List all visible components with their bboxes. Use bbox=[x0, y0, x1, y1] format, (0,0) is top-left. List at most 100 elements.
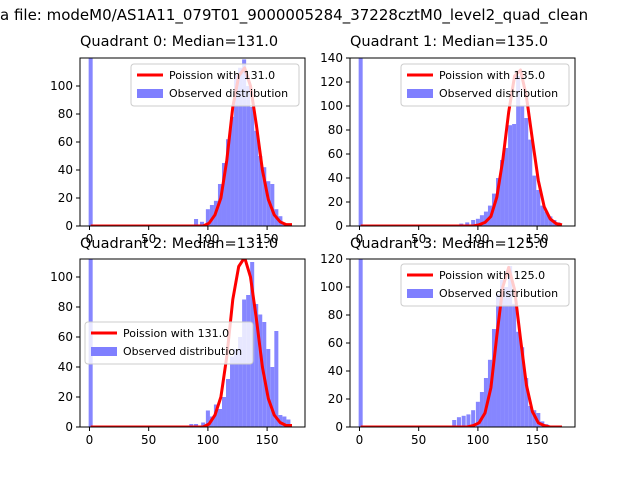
y-tick-label: 0 bbox=[335, 219, 343, 233]
chart-panel-quadrant-2: 0 50 100 150 0 20 40 60 80 100 Poission with 131.0… bbox=[50, 258, 306, 447]
x-tick-label: 50 bbox=[411, 232, 426, 246]
histogram-bar bbox=[479, 215, 484, 226]
y-tick-label: 40 bbox=[58, 360, 73, 374]
y-tick-label: 40 bbox=[58, 163, 73, 177]
legend-label: Poission with 131.0 bbox=[169, 69, 275, 82]
y-tick-label: 60 bbox=[328, 147, 343, 161]
histogram-bar bbox=[508, 266, 513, 427]
x-tick-label: 0 bbox=[356, 232, 364, 246]
legend-frame bbox=[400, 63, 570, 107]
legend: Poission with 131.0 Observed distribution bbox=[84, 321, 254, 365]
histogram-bar bbox=[262, 167, 267, 226]
x-tick-label: 150 bbox=[526, 232, 549, 246]
histogram-bar bbox=[358, 259, 363, 427]
histogram-bar bbox=[254, 130, 259, 226]
x-tick-label: 100 bbox=[466, 433, 489, 447]
histogram-bar bbox=[548, 216, 553, 226]
histogram-bar bbox=[528, 139, 533, 226]
x-tick-label: 100 bbox=[196, 232, 219, 246]
histogram-bar bbox=[512, 303, 517, 427]
histogram-bar bbox=[230, 116, 235, 226]
histogram-bar bbox=[88, 58, 93, 226]
legend: Poission with 131.0 Observed distribution bbox=[130, 63, 300, 107]
histogram-bar bbox=[475, 218, 480, 226]
legend-bar-swatch bbox=[91, 347, 117, 356]
chart-panel-quadrant-1: 0 50 100 150 0 20 40 60 80 100 120 140 Poission with… bbox=[320, 51, 576, 246]
histogram-bar bbox=[532, 410, 537, 427]
y-tick-label: 100 bbox=[320, 280, 343, 294]
histogram-bar bbox=[282, 416, 287, 427]
chart-panel-quadrant-3: 0 50 100 150 0 20 40 60 80 100 120 Poission with 12… bbox=[320, 252, 576, 447]
histogram-bar bbox=[270, 184, 275, 226]
x-tick-label: 0 bbox=[86, 433, 94, 447]
x-tick-label: 150 bbox=[526, 433, 549, 447]
y-tick-label: 80 bbox=[58, 300, 73, 314]
x-tick-label: 150 bbox=[256, 232, 279, 246]
x-tick-label: 100 bbox=[466, 232, 489, 246]
histogram-bar bbox=[508, 125, 513, 226]
histogram-bar bbox=[471, 220, 476, 226]
y-tick-label: 60 bbox=[58, 135, 73, 149]
histogram-bar bbox=[226, 139, 231, 226]
histogram-bar bbox=[209, 205, 214, 226]
histogram-bar bbox=[221, 163, 227, 226]
y-tick-label: 40 bbox=[328, 171, 343, 185]
histogram-bar bbox=[461, 415, 466, 427]
histogram-bar bbox=[500, 160, 505, 226]
histogram-bar bbox=[254, 304, 259, 427]
histogram-bar bbox=[466, 414, 471, 427]
y-tick-label: 100 bbox=[50, 270, 73, 284]
panel-title-quadrant-2: Quadrant 2: Median=131.0 bbox=[80, 236, 279, 252]
histogram-bar bbox=[201, 422, 206, 427]
y-tick-label: 80 bbox=[328, 123, 343, 137]
x-tick-label: 0 bbox=[356, 433, 364, 447]
histogram-bar bbox=[221, 397, 227, 427]
legend-label: Poission with 135.0 bbox=[439, 69, 545, 82]
histogram-bar bbox=[496, 294, 501, 427]
histogram-bar bbox=[516, 76, 521, 226]
histogram-bar bbox=[266, 349, 271, 427]
legend-label: Observed distribution bbox=[123, 345, 242, 358]
legend-label: Poission with 125.0 bbox=[439, 269, 545, 282]
y-tick-label: 20 bbox=[58, 390, 73, 404]
chart-panel-quadrant-0: 0 50 100 150 0 20 40 60 80 100 Poission with 131.0… bbox=[50, 57, 306, 246]
histogram-bar bbox=[520, 106, 525, 226]
histogram-bar bbox=[491, 329, 497, 427]
legend-frame bbox=[400, 263, 570, 307]
y-tick-label: 0 bbox=[65, 420, 73, 434]
plot-area bbox=[358, 58, 563, 226]
histogram-bar bbox=[246, 86, 251, 226]
histogram-bar bbox=[452, 420, 457, 427]
histogram-bar bbox=[266, 181, 271, 226]
histogram-bar bbox=[286, 419, 291, 427]
histogram-bar bbox=[270, 367, 275, 427]
x-tick-label: 100 bbox=[196, 433, 219, 447]
histogram-bar bbox=[456, 417, 461, 427]
y-tick-label: 120 bbox=[320, 252, 343, 266]
x-tick-label: 50 bbox=[141, 433, 156, 447]
x-tick-label: 50 bbox=[411, 433, 426, 447]
histogram-bar bbox=[226, 379, 231, 427]
histogram-bar bbox=[274, 331, 279, 427]
y-tick-label: 120 bbox=[320, 75, 343, 89]
histogram-bar bbox=[258, 156, 263, 226]
y-tick-label: 100 bbox=[50, 79, 73, 93]
legend-label: Observed distribution bbox=[169, 87, 288, 100]
legend: Poission with 125.0 Observed distribution bbox=[400, 263, 570, 307]
histogram-bar bbox=[465, 222, 470, 226]
histogram-bar bbox=[504, 287, 509, 427]
legend-label: Poission with 131.0 bbox=[123, 327, 229, 340]
x-tick-label: 50 bbox=[141, 232, 156, 246]
histogram-bar bbox=[540, 205, 545, 226]
histogram-bar bbox=[234, 74, 239, 226]
panel-title-quadrant-3: Quadrant 3: Median=125.0 bbox=[350, 236, 549, 252]
poisson-line bbox=[90, 259, 292, 427]
legend-frame bbox=[84, 321, 254, 365]
y-tick-label: 20 bbox=[328, 195, 343, 209]
figure-title: a file: modeM0/AS1A11_079T01_9000005284_… bbox=[0, 6, 589, 24]
histogram-bar bbox=[479, 392, 484, 427]
histogram-bar bbox=[358, 58, 363, 226]
histogram-bar bbox=[483, 211, 488, 226]
panel-title-quadrant-0: Quadrant 0: Median=131.0 bbox=[80, 34, 279, 50]
